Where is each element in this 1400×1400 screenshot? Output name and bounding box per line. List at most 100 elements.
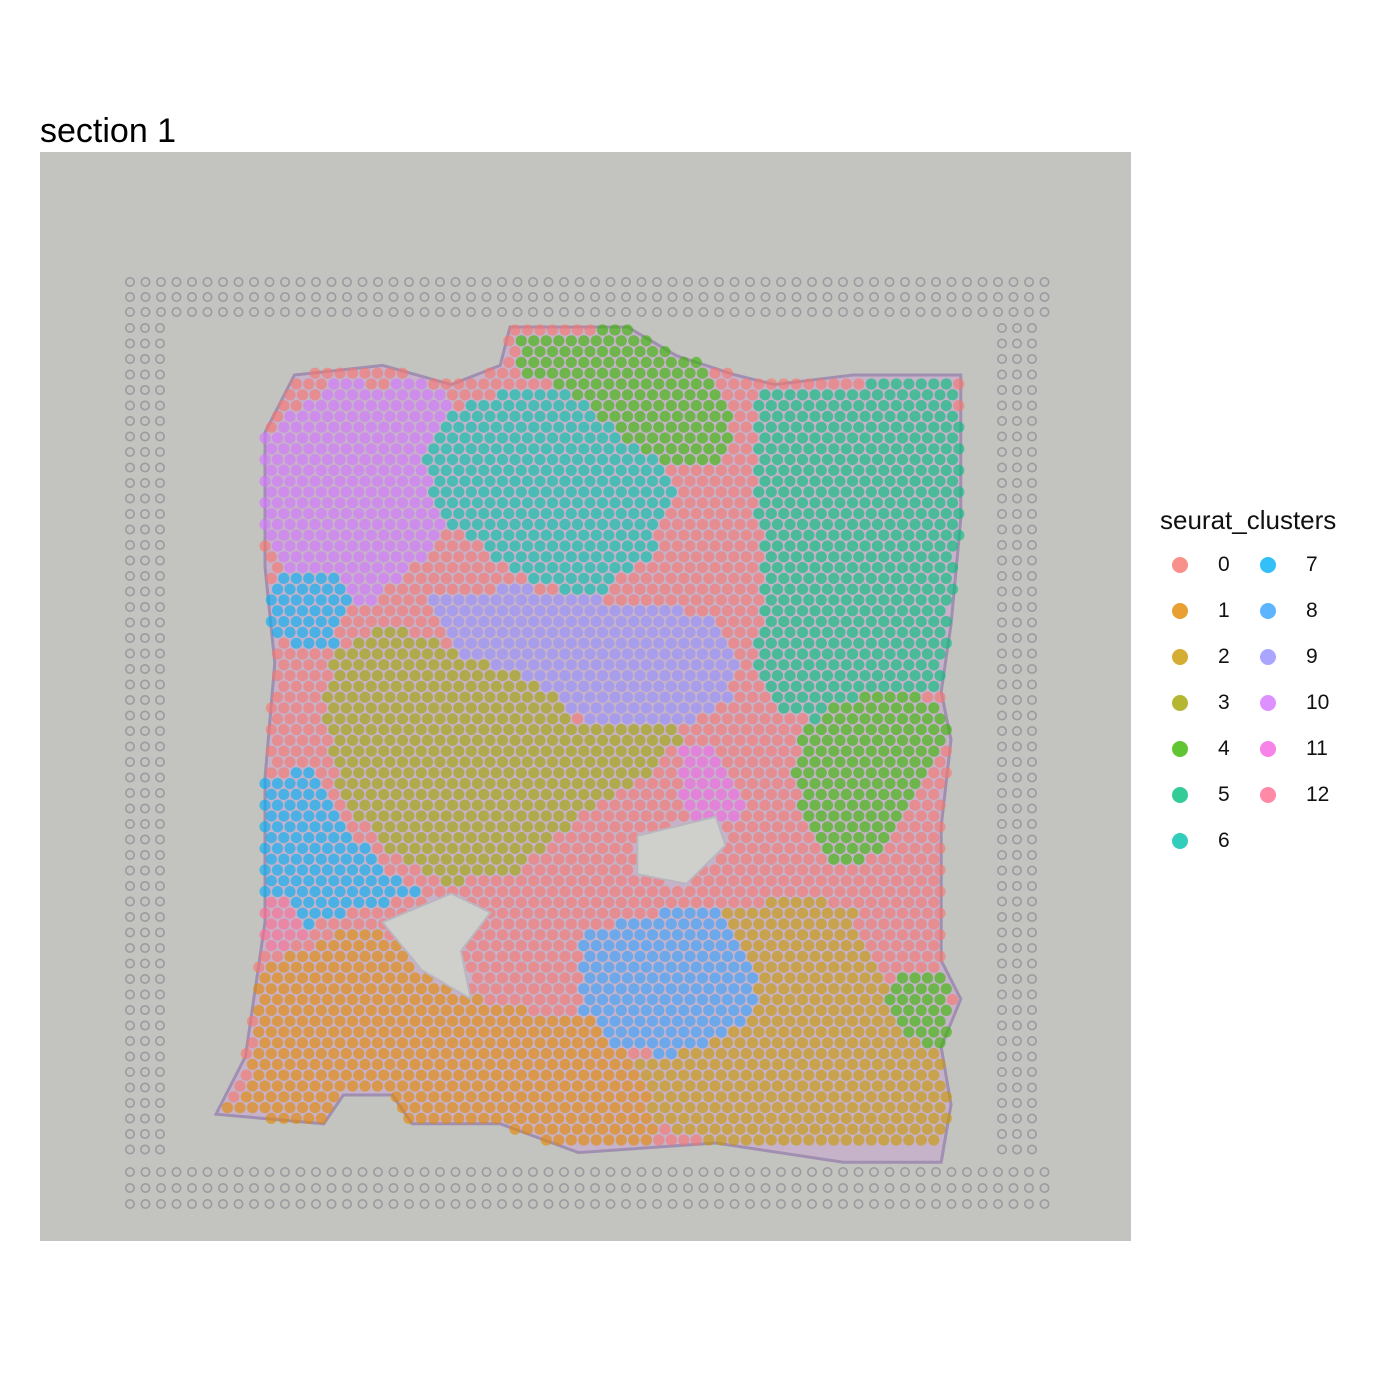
- spot-cluster-3: [515, 853, 527, 865]
- spot-cluster-2: [790, 961, 802, 973]
- spot-cluster-5: [859, 389, 871, 401]
- spot-cluster-10: [321, 497, 334, 509]
- spot-cluster-6: [578, 443, 590, 455]
- spot-cluster-5: [840, 551, 852, 563]
- spot-cluster-6: [584, 410, 596, 422]
- spot-cluster-7: [290, 810, 302, 822]
- spot-cluster-7: [290, 853, 302, 865]
- spot-cluster-9: [609, 713, 621, 725]
- spot-cluster-0: [715, 594, 727, 606]
- spot-cluster-1: [278, 1112, 290, 1124]
- spot-cluster-3: [346, 691, 359, 703]
- spot-cluster-2: [828, 983, 840, 995]
- spot-cluster-3: [396, 842, 409, 855]
- spot-cluster-0: [559, 907, 571, 919]
- spot-cluster-5: [859, 475, 871, 487]
- spot-cluster-0: [771, 734, 784, 747]
- spot-cluster-4: [534, 346, 546, 358]
- spot-cluster-5: [884, 497, 896, 509]
- spot-cluster-5: [946, 454, 959, 466]
- spot-cluster-6: [584, 562, 596, 574]
- spot-cluster-10: [428, 529, 440, 541]
- spot-cluster-1: [309, 950, 321, 963]
- spot-cluster-0: [734, 562, 746, 574]
- spot-cluster-10: [309, 540, 321, 552]
- spot-cluster-5: [884, 410, 896, 422]
- spot-cluster-1: [303, 1091, 315, 1103]
- spot-cluster-5: [934, 583, 946, 595]
- spot-cluster-5: [809, 540, 821, 552]
- spot-cluster-7: [309, 583, 321, 595]
- spot-cluster-0: [684, 540, 696, 552]
- spot-cluster-8: [578, 1004, 590, 1017]
- spot-cluster-8: [696, 1037, 709, 1049]
- spot-cluster-3: [565, 745, 577, 757]
- spot-cluster-5: [828, 637, 840, 649]
- spot-cluster-4: [584, 346, 596, 358]
- spot-cluster-8: [609, 950, 621, 963]
- spot-cluster-8: [603, 1004, 615, 1017]
- spot-cluster-8: [590, 983, 602, 995]
- spot-cluster-0: [678, 810, 690, 822]
- spot-cluster-9: [578, 616, 590, 628]
- spot-cluster-3: [421, 713, 434, 725]
- spot-cluster-0: [559, 950, 571, 963]
- spot-cluster-0: [515, 572, 527, 585]
- spot-cluster-10: [296, 562, 309, 574]
- spot-cluster-9: [565, 616, 577, 628]
- spot-cluster-0: [746, 821, 759, 833]
- spot-cluster-1: [484, 1037, 496, 1049]
- spot-cluster-5: [840, 400, 852, 412]
- spot-cluster-1: [365, 1004, 377, 1017]
- spot-cluster-3: [446, 778, 459, 790]
- spot-cluster-8: [684, 929, 696, 941]
- spot-cluster-0: [784, 756, 796, 768]
- spot-cluster-6: [515, 507, 527, 520]
- spot-cluster-1: [540, 1091, 552, 1103]
- spot-cluster-4: [915, 724, 927, 736]
- spot-cluster-7: [353, 853, 365, 865]
- spot-cluster-8: [684, 994, 696, 1006]
- spot-cluster-3: [503, 788, 515, 801]
- spot-cluster-1: [296, 1058, 309, 1070]
- spot-cluster-0: [234, 1080, 246, 1092]
- spot-cluster-4: [834, 734, 846, 747]
- spot-cluster-0: [721, 864, 734, 876]
- spot-cluster-5: [771, 670, 784, 682]
- spot-cluster-0: [284, 713, 296, 725]
- spot-cluster-5: [853, 421, 865, 433]
- spot-cluster-6: [484, 497, 496, 509]
- spot-cluster-4: [940, 1004, 952, 1017]
- spot-cluster-0: [496, 562, 509, 574]
- spot-cluster-3: [584, 734, 596, 747]
- spot-cluster-1: [403, 1112, 415, 1124]
- spot-cluster-5: [878, 551, 890, 563]
- spot-cluster-6: [453, 443, 465, 455]
- spot-cluster-3: [428, 680, 440, 693]
- spot-cluster-11: [709, 756, 721, 768]
- spot-cluster-0: [915, 875, 927, 887]
- spot-cluster-10: [409, 410, 421, 422]
- spot-cluster-0: [696, 518, 709, 531]
- spot-cluster-5: [890, 594, 902, 606]
- spot-cluster-5: [803, 464, 815, 476]
- spot-cluster-2: [803, 918, 815, 930]
- spot-cluster-5: [846, 670, 859, 682]
- spot-cluster-1: [528, 1048, 540, 1060]
- spot-cluster-2: [753, 1048, 765, 1060]
- spot-cluster-2: [846, 1015, 859, 1027]
- spot-cluster-0: [321, 734, 334, 747]
- spot-cluster-2: [815, 918, 827, 930]
- spot-cluster-1: [334, 1015, 346, 1027]
- spot-cluster-5: [846, 518, 859, 531]
- spot-cluster-5: [828, 551, 840, 563]
- spot-cluster-0: [684, 562, 696, 574]
- spot-cluster-2: [709, 1058, 721, 1070]
- spot-cluster-1: [553, 1048, 565, 1060]
- spot-cluster-3: [640, 745, 652, 757]
- spot-cluster-5: [940, 400, 952, 412]
- spot-cluster-2: [634, 1058, 646, 1070]
- spot-cluster-2: [928, 1134, 940, 1146]
- spot-cluster-1: [284, 1015, 296, 1027]
- spot-cluster-0: [734, 756, 746, 768]
